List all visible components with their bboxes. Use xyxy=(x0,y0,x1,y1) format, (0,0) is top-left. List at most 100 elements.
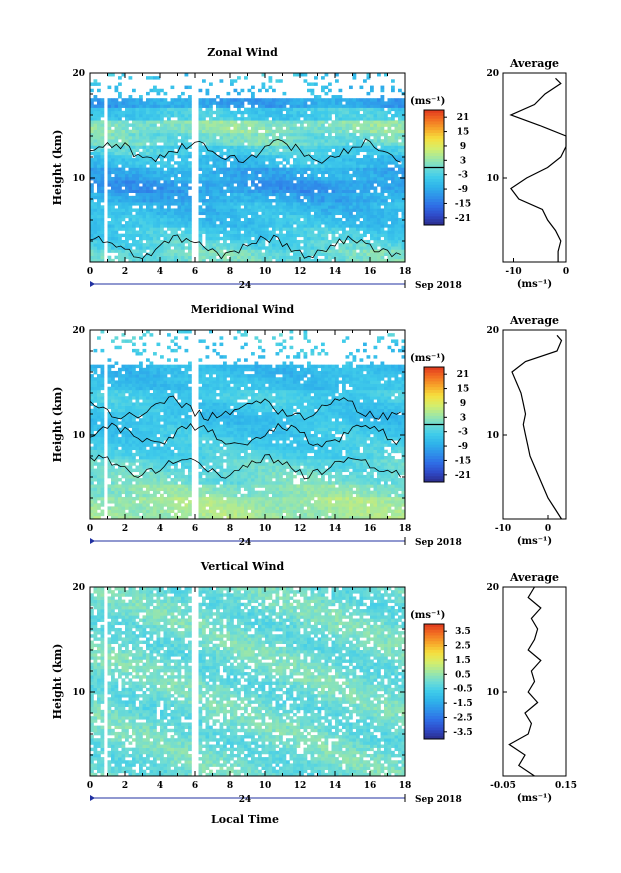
heatmap-cell xyxy=(366,73,371,77)
heatmap-cell xyxy=(244,249,248,253)
heatmap-cell xyxy=(261,142,266,146)
heatmap-cell xyxy=(394,161,399,165)
heatmap-cell xyxy=(132,164,136,168)
heatmap-cell xyxy=(370,183,374,187)
heatmap-cell xyxy=(153,195,157,200)
heatmap-cell xyxy=(377,243,381,247)
heatmap-cell xyxy=(272,227,276,231)
heatmap-cell xyxy=(212,506,217,510)
heatmap-cell xyxy=(265,211,269,216)
heatmap-cell xyxy=(90,113,94,118)
heatmap-cell xyxy=(380,148,385,153)
heatmap-cell xyxy=(401,208,406,212)
heatmap-cell xyxy=(153,110,157,115)
heatmap-cell xyxy=(387,233,392,238)
heatmap-cell xyxy=(324,113,329,118)
heatmap-cell xyxy=(258,189,262,193)
heatmap-cell xyxy=(233,192,238,197)
heatmap-cell xyxy=(216,167,220,171)
heatmap-cell xyxy=(181,129,185,134)
heatmap-cell xyxy=(244,117,248,121)
heatmap-cell xyxy=(202,126,206,130)
colorbar-swatch xyxy=(424,121,444,125)
heatmap-cell xyxy=(125,208,129,212)
heatmap-cell xyxy=(216,170,220,175)
heatmap-cell xyxy=(240,249,245,253)
heatmap-cell xyxy=(317,246,322,250)
heatmap-cell xyxy=(230,236,234,241)
heatmap-cell xyxy=(181,195,185,200)
heatmap-cell xyxy=(342,176,346,181)
heatmap-cell xyxy=(359,255,364,260)
heatmap-cell xyxy=(261,107,266,112)
heatmap-cell xyxy=(233,202,238,206)
heatmap-cell xyxy=(135,183,140,187)
heatmap-cell xyxy=(184,113,189,118)
heatmap-cell xyxy=(132,132,136,137)
heatmap-cell xyxy=(335,249,339,253)
heatmap-cell xyxy=(349,183,353,187)
heatmap-cell xyxy=(167,500,171,504)
heatmap-cell xyxy=(181,180,185,184)
heatmap-cell xyxy=(198,126,203,130)
heatmap-cell xyxy=(118,180,122,184)
heatmap-cell xyxy=(209,208,213,212)
heatmap-cell xyxy=(370,110,374,115)
heatmap-cell xyxy=(153,211,157,216)
heatmap-cell xyxy=(177,107,182,112)
heatmap-cell xyxy=(128,158,133,162)
heatmap-cell xyxy=(352,230,357,234)
heatmap-cell xyxy=(219,195,224,200)
heatmap-cell xyxy=(300,126,304,130)
heatmap-cell xyxy=(233,173,238,178)
heatmap-cell xyxy=(289,176,294,181)
heatmap-cell xyxy=(233,170,238,175)
heatmap-cell xyxy=(230,98,234,102)
heatmap-cell xyxy=(167,183,171,187)
colorbar-swatch xyxy=(424,150,444,154)
heatmap-cell xyxy=(100,120,105,124)
heatmap-cell xyxy=(352,506,357,510)
heatmap-cell xyxy=(391,205,395,209)
heatmap-cell xyxy=(230,176,234,181)
heatmap-cell xyxy=(345,158,350,162)
heatmap-cell xyxy=(282,158,287,162)
heatmap-cell xyxy=(90,233,94,238)
heatmap-cell xyxy=(244,500,248,504)
heatmap-cell xyxy=(268,211,273,216)
heatmap-cell xyxy=(240,98,245,102)
heatmap-cell xyxy=(160,249,164,253)
heatmap-cell xyxy=(230,101,234,105)
heatmap-cell xyxy=(212,202,217,206)
heatmap-cell xyxy=(146,233,150,238)
heatmap-cell xyxy=(223,221,227,225)
heatmap-cell xyxy=(237,224,241,228)
heatmap-cell xyxy=(373,98,378,102)
colorbar-swatch xyxy=(424,219,444,223)
heatmap-cell xyxy=(139,107,143,112)
heatmap-cell xyxy=(352,107,357,112)
heatmap-cell xyxy=(247,98,252,102)
heatmap-cell xyxy=(289,98,294,102)
heatmap-cell xyxy=(181,167,185,171)
heatmap-cell xyxy=(251,500,255,504)
heatmap-cell xyxy=(202,183,206,187)
heatmap-cell xyxy=(146,101,150,105)
heatmap-cell xyxy=(387,123,392,127)
heatmap-cell xyxy=(233,239,238,244)
heatmap-cell xyxy=(240,142,245,146)
heatmap-cell xyxy=(111,509,115,513)
heatmap-cell xyxy=(181,145,185,149)
heatmap-cell xyxy=(338,104,343,108)
colorbar-swatch xyxy=(424,144,444,148)
heatmap-cell xyxy=(363,126,367,130)
heatmap-cell xyxy=(132,180,136,184)
heatmap-cell xyxy=(139,151,143,156)
heatmap-cell xyxy=(149,233,154,238)
heatmap-cell xyxy=(391,227,395,231)
heatmap-cell xyxy=(286,161,290,165)
heatmap-cell xyxy=(188,98,192,102)
heatmap-cell xyxy=(352,117,357,121)
heatmap-cell xyxy=(345,230,350,234)
colorbar-swatch xyxy=(424,158,444,163)
